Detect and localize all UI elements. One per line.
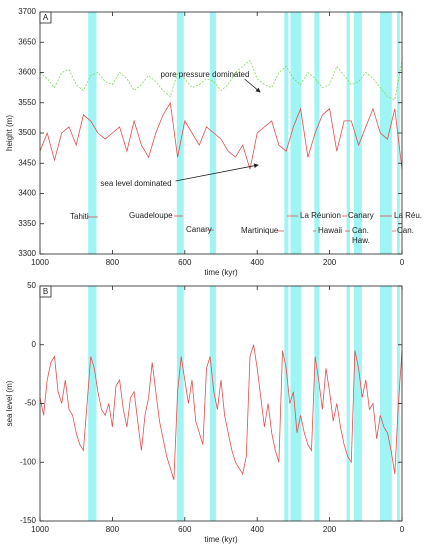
site-label: Can. [397,226,414,235]
highlight-band [176,12,184,254]
y-tick-label: 3500 [18,128,36,137]
highlight-band [314,12,320,254]
y-tick-label: 50 [27,281,36,290]
site-label: Martinique [241,226,279,235]
x-tick-label: 600 [178,258,192,267]
highlight-band [284,12,289,254]
highlight-band [290,286,302,521]
highlight-band [284,286,289,521]
y-tick-label: 3350 [18,219,36,228]
y-tick-label: 3700 [18,7,36,16]
highlight-band [209,12,216,254]
panel-label: B [43,287,48,296]
site-label: Guadeloupe [129,211,173,220]
x-tick-label: 800 [106,258,120,267]
panel-label: A [43,13,49,22]
x-tick-label: 1000 [31,525,49,534]
y-tick-label: -150 [20,516,37,525]
x-tick-label: 0 [400,525,405,534]
y-tick-label: 3300 [18,249,36,258]
x-tick-label: 400 [251,258,265,267]
x-axis-label: time (kyr) [204,268,238,277]
y-axis-label: sea level (m) [5,380,14,426]
y-tick-label: 0 [32,340,37,349]
annotation: pore pressure dominated [161,70,250,79]
highlight-band [346,286,350,521]
highlight-band [314,286,320,521]
y-tick-label: 3550 [18,98,36,107]
x-tick-label: 800 [106,525,120,534]
site-label: Tahiti [70,212,89,221]
site-label: La Réu. [394,211,422,220]
y-tick-label: 3650 [18,37,36,46]
y-tick-label: 3450 [18,158,36,167]
highlight-band [88,12,97,254]
highlight-band [209,286,216,521]
y-tick-label: 3600 [18,68,36,77]
annotation-arrow [244,78,261,93]
highlight-band [353,12,362,254]
panel-label-box [39,285,52,298]
annotation: sea level dominated [100,179,171,188]
x-tick-label: 400 [251,525,265,534]
y-tick-label: 3400 [18,189,36,198]
site-label: Haw. [352,236,370,245]
y-axis-label: height (m) [5,115,14,151]
x-tick-label: 200 [323,258,337,267]
highlight-band [353,286,362,521]
y-tick-label: -100 [20,457,37,466]
highlight-band [379,12,392,254]
highlight-band [290,12,302,254]
data-line [39,344,403,481]
panel-label-box [39,11,52,24]
highlight-band [346,12,350,254]
y-tick-label: -50 [24,399,36,408]
highlight-band [379,286,392,521]
x-tick-label: 1000 [31,258,49,267]
site-label: La Réunion [300,211,341,220]
x-tick-label: 600 [178,525,192,534]
highlight-band [176,286,184,521]
x-axis-label: time (kyr) [204,535,238,544]
data-line [39,59,403,101]
annotation-arrow [175,163,259,182]
x-tick-label: 200 [323,525,337,534]
site-label: Canary [186,225,212,234]
data-line [39,101,403,170]
site-label: Canary [348,211,374,220]
x-tick-label: 0 [400,258,405,267]
highlight-band [88,286,97,521]
site-label: Hawaii [318,226,342,235]
site-label: Can. [352,226,369,235]
